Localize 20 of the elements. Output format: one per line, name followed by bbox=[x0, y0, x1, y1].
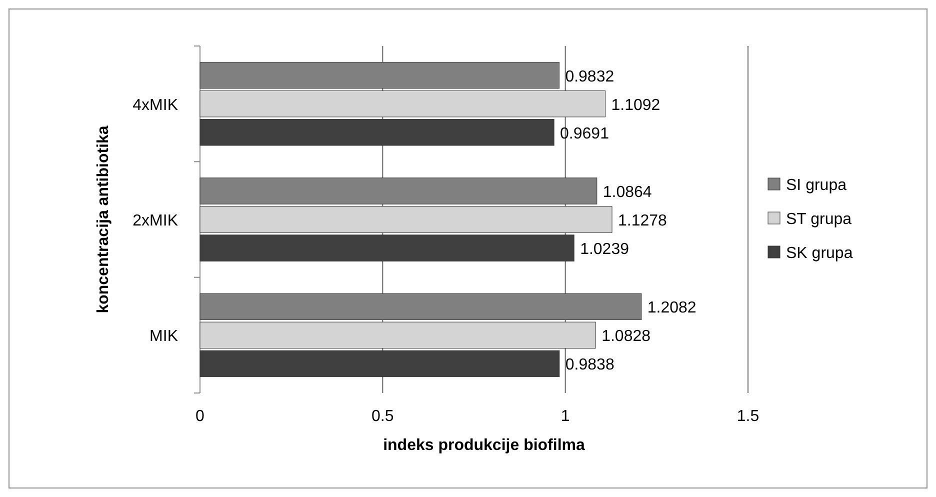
y-tick-label: 4xMIK bbox=[132, 96, 178, 114]
legend-label: SK grupa bbox=[786, 245, 853, 262]
data-label: 0.9832 bbox=[565, 68, 614, 86]
y-tick-label: MIK bbox=[150, 328, 178, 346]
x-axis-title: indeks produkcije biofilma bbox=[383, 437, 586, 454]
y-axis-title: koncentracija antibiotika bbox=[95, 126, 112, 314]
data-label: 1.0239 bbox=[580, 241, 630, 258]
x-tick-label: 1 bbox=[560, 408, 570, 425]
data-label: 1.1278 bbox=[618, 212, 668, 230]
legend-label: ST grupa bbox=[786, 211, 852, 228]
y-tick-label: 2xMIK bbox=[132, 212, 178, 230]
x-tick-label: 0.5 bbox=[372, 408, 394, 425]
x-tick-label: 1.5 bbox=[736, 408, 760, 425]
data-label: 1.0828 bbox=[602, 328, 651, 346]
legend-label: SI grupa bbox=[786, 177, 847, 194]
data-label: 0.9838 bbox=[565, 356, 614, 374]
x-tick-label: 0 bbox=[196, 408, 205, 425]
data-label: 1.0864 bbox=[602, 184, 652, 201]
data-label: 1.2082 bbox=[647, 300, 696, 317]
data-label: 1.1092 bbox=[611, 96, 660, 114]
